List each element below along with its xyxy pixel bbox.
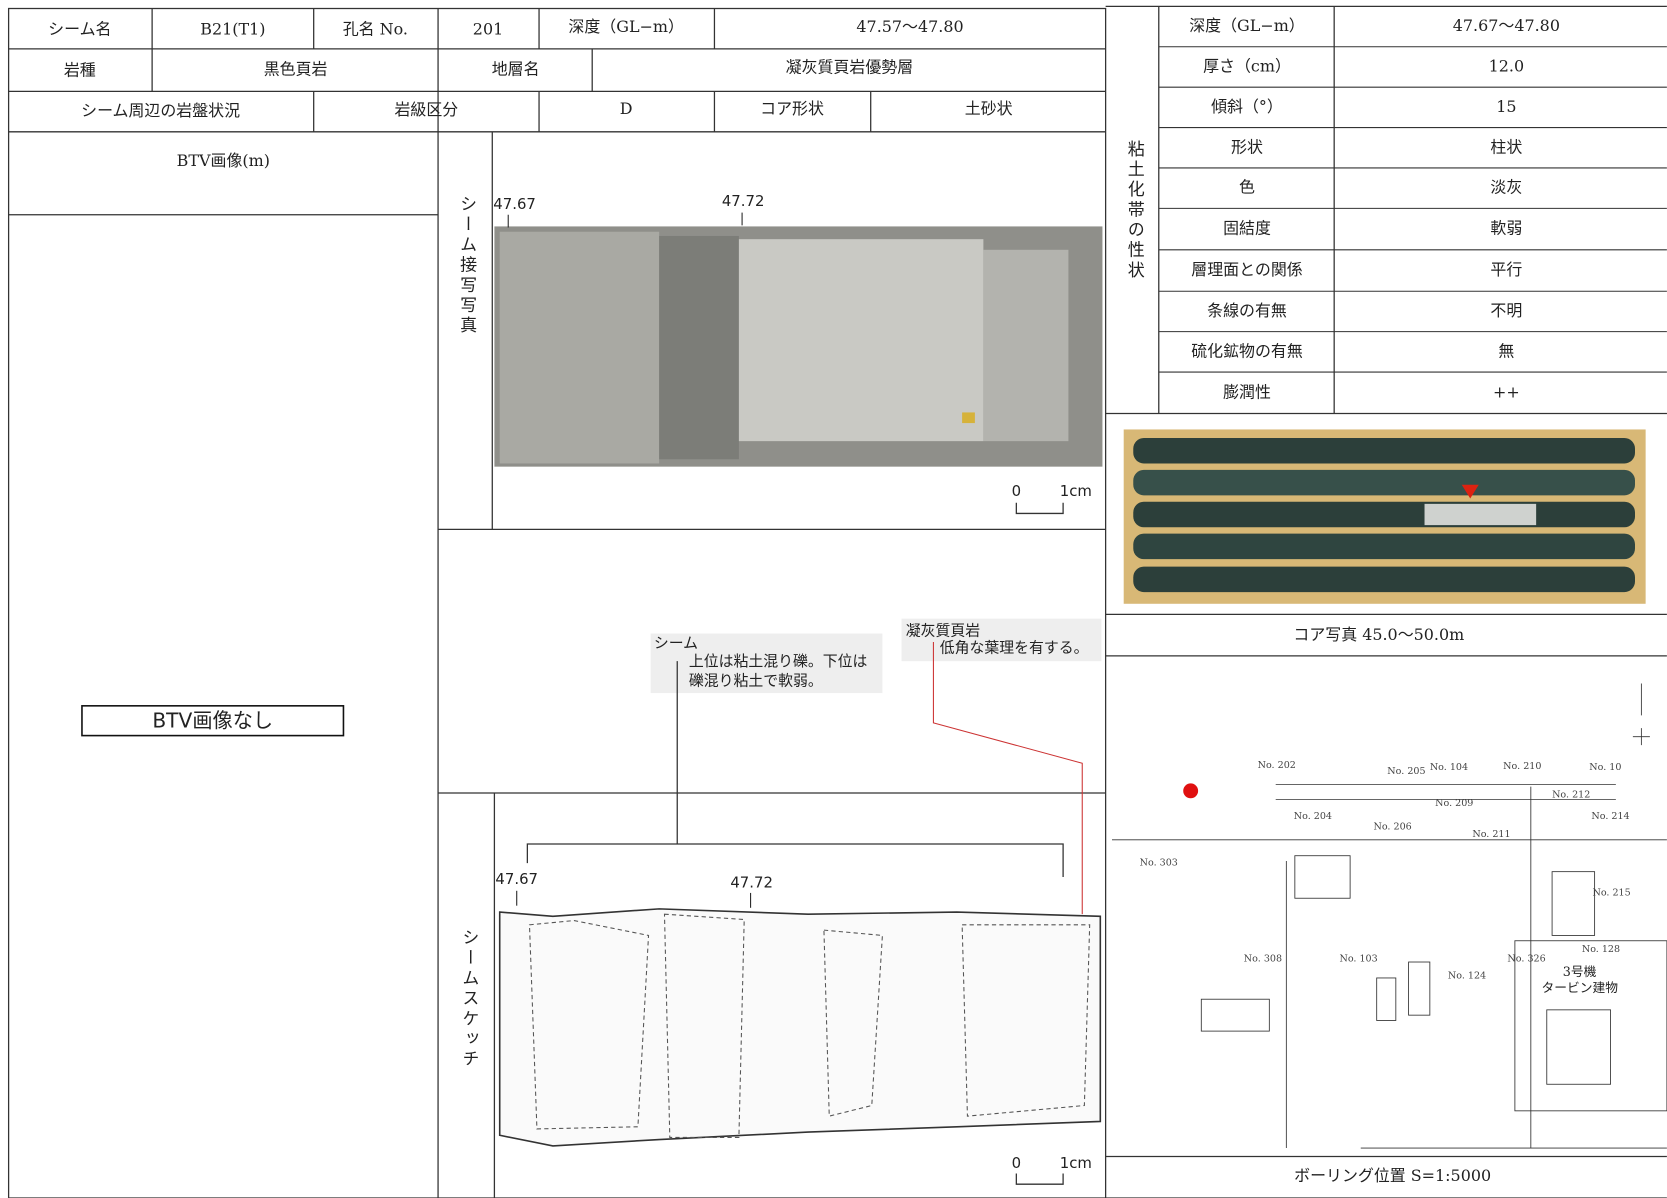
map-label: No. 204 [1294, 811, 1332, 822]
caption: コア写真 45.0〜50.0m [1293, 625, 1464, 644]
map-label: No. 10 [1589, 762, 1621, 773]
clay-value: ++ [1493, 382, 1520, 401]
map-label: No. 209 [1435, 798, 1473, 809]
depth-mark: 47.67 [493, 195, 536, 213]
map-label: No. 205 [1387, 766, 1425, 777]
map-label: No. 215 [1592, 887, 1630, 898]
map-label: No. 303 [1140, 858, 1178, 869]
scale-label: 1cm [1060, 1154, 1092, 1172]
scale-label: 0 [1012, 482, 1021, 500]
btv-none: BTV画像なし [152, 708, 273, 732]
clay-key: 層理面との関係 [1191, 260, 1302, 279]
side-label: 粘土化帯の性状 [1124, 140, 1145, 281]
annotation-bg [901, 618, 1102, 662]
clay-value: 淡灰 [1490, 178, 1522, 197]
side-label: シーム接写写真 [456, 195, 477, 336]
clay-key: 条線の有無 [1207, 301, 1287, 320]
depth-mark: 47.72 [722, 192, 765, 210]
photo-texture [962, 412, 975, 424]
map-label: No. 214 [1591, 811, 1629, 822]
clay-value: 47.67〜47.80 [1453, 16, 1560, 35]
value: 凝灰質頁岩優勢層 [786, 58, 914, 77]
clay-key: 傾斜（°） [1211, 97, 1283, 116]
label: 岩級区分 [394, 100, 458, 119]
map-label: No. 104 [1430, 762, 1468, 773]
clay-table: 深度（GL−m） 47.67〜47.80 厚さ（cm） 12.0 傾斜（°） 15 形状 柱状… [1158, 16, 1667, 415]
clay-key: 固結度 [1223, 219, 1271, 238]
clay-value: 12.0 [1489, 56, 1525, 75]
label: コア形状 [760, 99, 824, 118]
clay-value: 無 [1498, 341, 1514, 360]
clay-key: 深度（GL−m） [1189, 16, 1305, 35]
photo-texture [499, 231, 660, 464]
map-label: 3号機 [1563, 965, 1597, 980]
value: B21(T1) [200, 19, 265, 38]
map-label: No. 202 [1258, 760, 1296, 771]
clay-value: 柱状 [1490, 137, 1522, 156]
value: 201 [473, 19, 503, 38]
clay-key: 色 [1239, 178, 1255, 197]
clay-value: 15 [1496, 97, 1516, 116]
map-label: No. 212 [1552, 790, 1590, 801]
map-label: No. 124 [1448, 970, 1486, 981]
value: D [620, 99, 633, 118]
annotation: 上位は粘土混り礫。下位は [689, 652, 868, 670]
leader-red [932, 642, 1083, 915]
map-label: No. 308 [1244, 953, 1282, 964]
scale-label: 1cm [1060, 482, 1092, 500]
btv-box [81, 705, 345, 737]
value: 土砂状 [965, 99, 1013, 118]
map-label: No. 206 [1374, 822, 1412, 833]
side-label: シームスケッチ [458, 929, 478, 1070]
map-drawing [1112, 683, 1667, 1149]
photo-texture [983, 249, 1069, 442]
label: 地層名 [492, 60, 540, 79]
annotation-bg [650, 633, 883, 694]
depth-mark: 47.72 [730, 873, 773, 891]
map-label: No. 326 [1507, 953, 1545, 964]
map-label: No. 103 [1339, 953, 1377, 964]
value: 47.57〜47.80 [856, 17, 963, 36]
label: 孔名 No. [343, 19, 408, 38]
annotation: シーム [654, 634, 698, 652]
map-label: タービン建物 [1541, 981, 1618, 996]
caption: ボーリング位置 S=1:5000 [1294, 1166, 1491, 1185]
clay-value: 軟弱 [1490, 219, 1522, 238]
value: 黒色頁岩 [264, 60, 328, 79]
photo-texture [659, 235, 739, 460]
boring-location [1183, 783, 1199, 799]
annotation: 礫混り粘土で軟弱。 [689, 671, 823, 689]
btv-label: BTV画像(m) [177, 151, 270, 170]
label: シーム周辺の岩盤状況 [81, 101, 240, 120]
annotation: 低角な葉理を有する。 [940, 638, 1089, 656]
map-label: No. 211 [1472, 829, 1510, 840]
clay-key: 厚さ（cm） [1203, 56, 1291, 75]
clay-value: 平行 [1490, 260, 1522, 279]
clay-value: 不明 [1490, 301, 1522, 320]
label: 深度（GL−m） [568, 17, 684, 36]
map-labels: No. 202 No. 205 No. 104 No. 210 No. 10 No. 20… [1140, 760, 1631, 996]
photo-texture [738, 239, 984, 442]
clay-key: 硫化鉱物の有無 [1191, 341, 1303, 360]
label: 岩種 [64, 61, 96, 80]
scale-label: 0 [1012, 1154, 1021, 1172]
core-rows [1133, 437, 1636, 593]
annotation: 凝灰質頁岩 [906, 621, 980, 639]
map-label: No. 210 [1503, 761, 1541, 772]
scale-bar [1015, 1173, 1064, 1185]
map-label: No. 128 [1582, 944, 1620, 955]
label: シーム名 [48, 19, 111, 38]
clay-key: 膨潤性 [1223, 382, 1271, 401]
sketch [498, 908, 1102, 1147]
sketch-detail [528, 913, 1091, 1138]
scale-bar [1015, 502, 1064, 515]
clay-key: 形状 [1231, 137, 1263, 156]
depth-mark: 47.67 [495, 870, 538, 888]
leader [526, 661, 1064, 877]
